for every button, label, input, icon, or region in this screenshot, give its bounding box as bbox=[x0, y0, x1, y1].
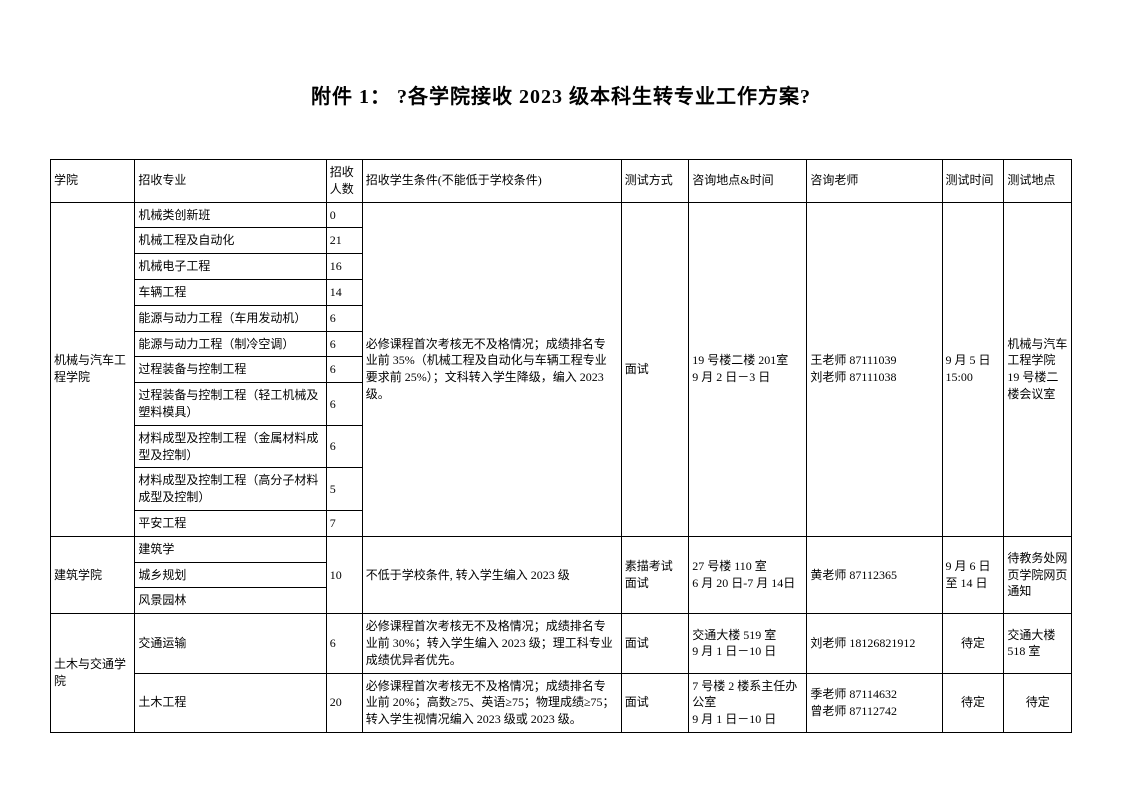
header-row: 学院 招收专业 招收人数 招收学生条件(不能低于学校条件) 测试方式 咨询地点&… bbox=[51, 160, 1072, 203]
cell-condition: 必修课程首次考核无不及格情况；成绩排名专业前 35%（机械工程及自动化与车辆工程… bbox=[362, 202, 621, 536]
cell-major: 车辆工程 bbox=[135, 279, 326, 305]
cell-major: 材料成型及控制工程（高分子材料成型及控制） bbox=[135, 468, 326, 511]
cell-college: 机械与汽车工程学院 bbox=[51, 202, 135, 536]
cell-major: 能源与动力工程（车用发动机） bbox=[135, 305, 326, 331]
cell-testplace: 机械与汽车工程学院 19 号楼二楼会议室 bbox=[1004, 202, 1072, 536]
cell-testplace: 待定 bbox=[1004, 673, 1072, 732]
transfer-plan-table: 学院 招收专业 招收人数 招收学生条件(不能低于学校条件) 测试方式 咨询地点&… bbox=[50, 159, 1072, 733]
cell-place: 19 号楼二楼 201室9 月 2 日－3 日 bbox=[689, 202, 807, 536]
cell-teacher: 黄老师 87112365 bbox=[807, 536, 942, 613]
cell-teacher: 王老师 87111039刘老师 87111038 bbox=[807, 202, 942, 536]
cell-testtime: 9 月 6 日至 14 日 bbox=[942, 536, 1004, 613]
cell-quota: 6 bbox=[326, 614, 362, 673]
cell-place: 交通大楼 519 室9 月 1 日－10 日 bbox=[689, 614, 807, 673]
cell-method: 素描考试面试 bbox=[621, 536, 689, 613]
cell-college: 建筑学院 bbox=[51, 536, 135, 613]
table-row: 建筑学院 建筑学 10 不低于学校条件, 转入学生编入 2023 级 素描考试面… bbox=[51, 536, 1072, 562]
cell-testtime: 待定 bbox=[942, 673, 1004, 732]
cell-condition: 必修课程首次考核无不及格情况；成绩排名专业前 30%；转入学生编入 2023 级… bbox=[362, 614, 621, 673]
cell-quota: 6 bbox=[326, 425, 362, 468]
table-row: 土木与交通学院 交通运输 6 必修课程首次考核无不及格情况；成绩排名专业前 30… bbox=[51, 614, 1072, 673]
cell-teacher: 刘老师 18126821912 bbox=[807, 614, 942, 673]
th-place: 咨询地点&时间 bbox=[689, 160, 807, 203]
cell-testtime: 9 月 5 日 15:00 bbox=[942, 202, 1004, 536]
cell-testtime: 待定 bbox=[942, 614, 1004, 673]
cell-quota: 21 bbox=[326, 228, 362, 254]
cell-major: 平安工程 bbox=[135, 510, 326, 536]
cell-major: 机械工程及自动化 bbox=[135, 228, 326, 254]
cell-quota: 6 bbox=[326, 305, 362, 331]
th-condition: 招收学生条件(不能低于学校条件) bbox=[362, 160, 621, 203]
th-method: 测试方式 bbox=[621, 160, 689, 203]
cell-method: 面试 bbox=[621, 202, 689, 536]
table-row: 土木工程 20 必修课程首次考核无不及格情况；成绩排名专业前 20%；高数≥75… bbox=[51, 673, 1072, 732]
page-title: 附件 1： ?各学院接收 2023 级本科生转专业工作方案? bbox=[50, 80, 1072, 109]
th-teacher: 咨询老师 bbox=[807, 160, 942, 203]
cell-quota: 6 bbox=[326, 331, 362, 357]
cell-testplace: 待教务处网页学院网页通知 bbox=[1004, 536, 1072, 613]
cell-teacher: 季老师 87114632曾老师 87112742 bbox=[807, 673, 942, 732]
th-college: 学院 bbox=[51, 160, 135, 203]
cell-major: 土木工程 bbox=[135, 673, 326, 732]
cell-quota: 6 bbox=[326, 357, 362, 383]
cell-major: 交通运输 bbox=[135, 614, 326, 673]
cell-major: 能源与动力工程（制冷空调） bbox=[135, 331, 326, 357]
table-row: 机械与汽车工程学院 机械类创新班 0 必修课程首次考核无不及格情况；成绩排名专业… bbox=[51, 202, 1072, 228]
cell-major: 材料成型及控制工程（金属材料成型及控制） bbox=[135, 425, 326, 468]
cell-quota: 7 bbox=[326, 510, 362, 536]
cell-place: 7 号楼 2 楼系主任办公室9 月 1 日－10 日 bbox=[689, 673, 807, 732]
cell-college: 土木与交通学院 bbox=[51, 614, 135, 733]
cell-major: 机械类创新班 bbox=[135, 202, 326, 228]
cell-quota: 5 bbox=[326, 468, 362, 511]
th-major: 招收专业 bbox=[135, 160, 326, 203]
cell-condition: 必修课程首次考核无不及格情况；成绩排名专业前 20%；高数≥75、英语≥75；物… bbox=[362, 673, 621, 732]
cell-quota: 10 bbox=[326, 536, 362, 613]
cell-method: 面试 bbox=[621, 614, 689, 673]
cell-major: 过程装备与控制工程 bbox=[135, 357, 326, 383]
cell-major: 建筑学 bbox=[135, 536, 326, 562]
cell-quota: 14 bbox=[326, 279, 362, 305]
cell-place: 27 号楼 110 室6 月 20 日-7 月 14日 bbox=[689, 536, 807, 613]
cell-major: 过程装备与控制工程（轻工机械及塑料模具） bbox=[135, 383, 326, 426]
th-quota: 招收人数 bbox=[326, 160, 362, 203]
th-testplace: 测试地点 bbox=[1004, 160, 1072, 203]
cell-major: 风景园林 bbox=[135, 588, 326, 614]
cell-testplace: 交通大楼 518 室 bbox=[1004, 614, 1072, 673]
th-testtime: 测试时间 bbox=[942, 160, 1004, 203]
cell-condition: 不低于学校条件, 转入学生编入 2023 级 bbox=[362, 536, 621, 613]
cell-quota: 6 bbox=[326, 383, 362, 426]
cell-major: 城乡规划 bbox=[135, 562, 326, 588]
cell-quota: 0 bbox=[326, 202, 362, 228]
cell-quota: 16 bbox=[326, 254, 362, 280]
cell-quota: 20 bbox=[326, 673, 362, 732]
cell-major: 机械电子工程 bbox=[135, 254, 326, 280]
cell-method: 面试 bbox=[621, 673, 689, 732]
